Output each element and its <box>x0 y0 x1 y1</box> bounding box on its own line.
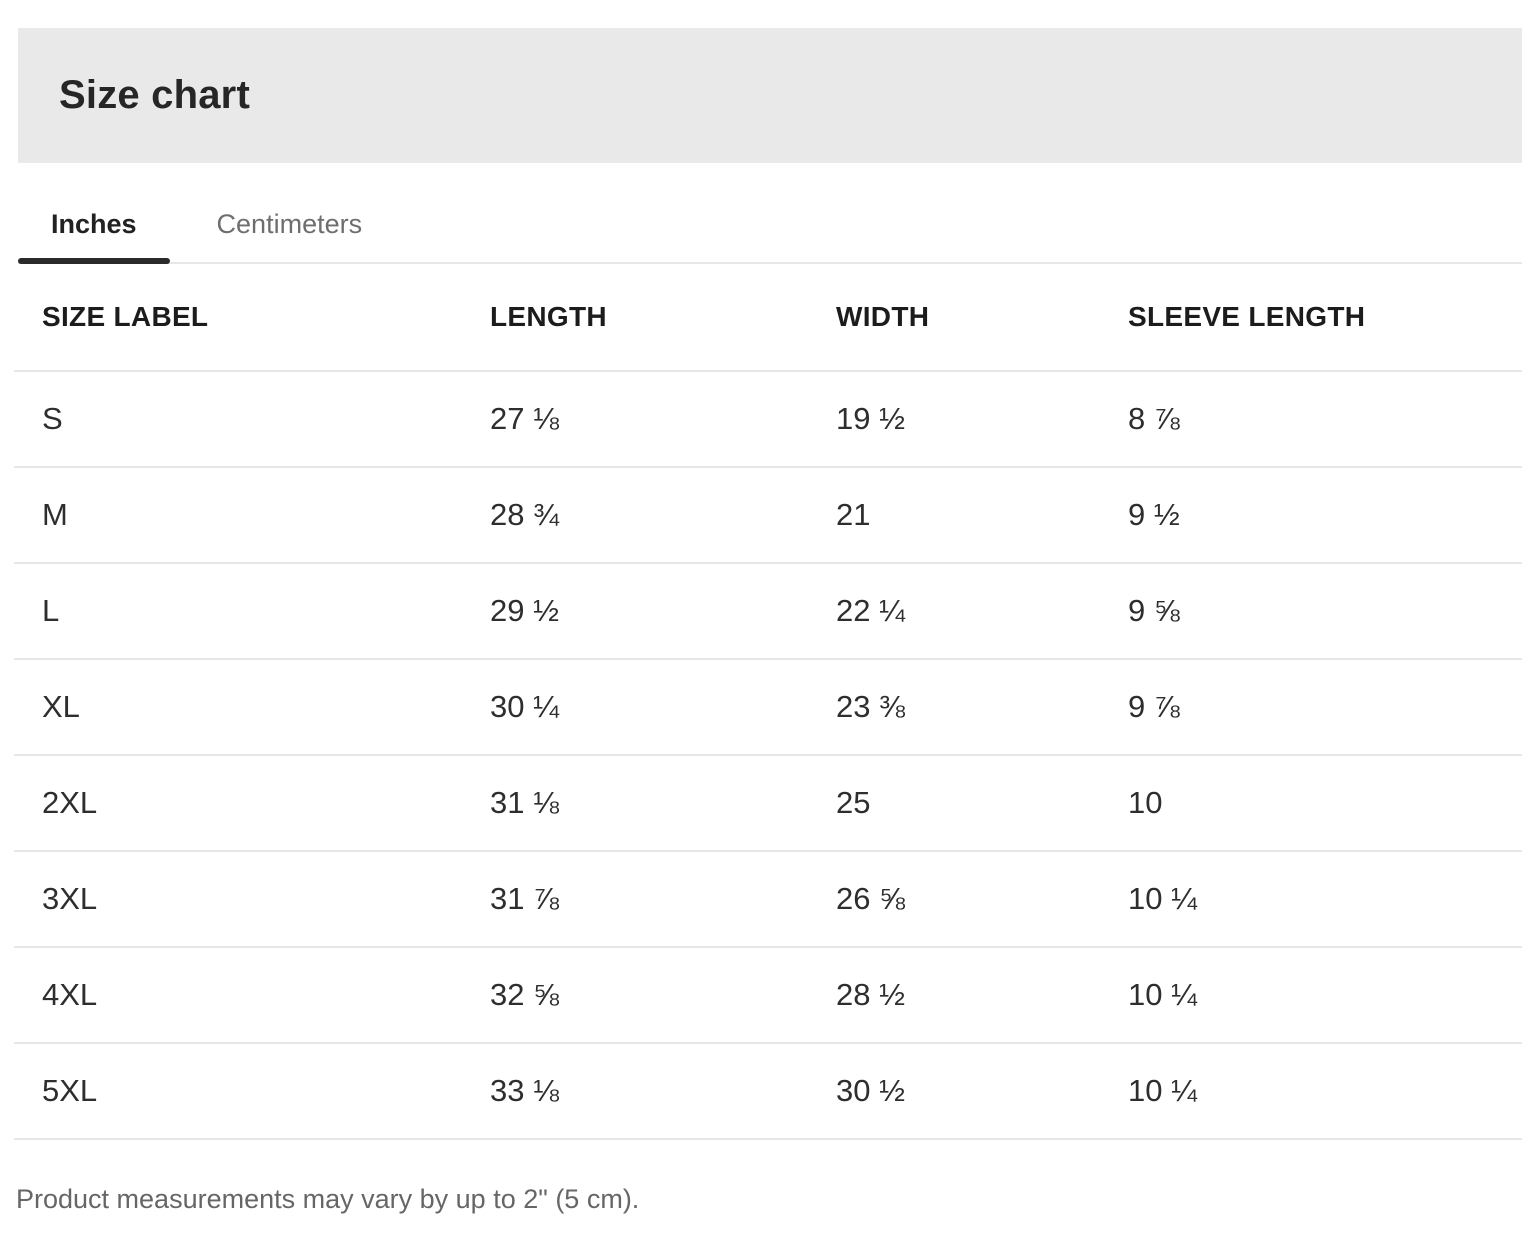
table-header-row: SIZE LABEL LENGTH WIDTH SLEEVE LENGTH <box>14 264 1522 371</box>
table-row: 2XL 31 ⅛ 25 10 <box>14 754 1522 851</box>
length-cell: 31 ⅛ <box>462 754 808 851</box>
sleeve-length-cell: 10 ¼ <box>1100 946 1522 1043</box>
size-label-cell: 4XL <box>14 946 462 1043</box>
sleeve-length-cell: 9 ⅝ <box>1100 562 1522 659</box>
column-header-size-label: SIZE LABEL <box>42 301 209 332</box>
table-row: 5XL 33 ⅛ 30 ½ 10 ¼ <box>14 1042 1522 1140</box>
measurement-disclaimer: Product measurements may vary by up to 2… <box>16 1184 640 1214</box>
table-row: S 27 ⅛ 19 ½ 8 ⅞ <box>14 370 1522 467</box>
width-cell: 22 ¼ <box>808 562 1100 659</box>
length-cell: 30 ¼ <box>462 658 808 755</box>
sleeve-length-cell: 10 ¼ <box>1100 850 1522 947</box>
table-row: M 28 ¾ 21 9 ½ <box>14 466 1522 563</box>
table-row: XL 30 ¼ 23 ⅜ 9 ⅞ <box>14 658 1522 755</box>
sleeve-length-cell: 10 ¼ <box>1100 1042 1522 1140</box>
unit-tabs: Inches Centimeters <box>18 197 1522 264</box>
length-cell: 31 ⅞ <box>462 850 808 947</box>
size-chart-header: Size chart <box>18 28 1522 163</box>
size-label-cell: XL <box>14 658 462 755</box>
table-row: 3XL 31 ⅞ 26 ⅝ 10 ¼ <box>14 850 1522 947</box>
size-label-cell: 3XL <box>14 850 462 947</box>
size-chart-table: SIZE LABEL LENGTH WIDTH SLEEVE LENGTH S … <box>14 264 1522 1140</box>
page-title: Size chart <box>59 73 250 117</box>
length-cell: 33 ⅛ <box>462 1042 808 1140</box>
tab-inches[interactable]: Inches <box>18 197 170 264</box>
width-cell: 26 ⅝ <box>808 850 1100 947</box>
column-header-sleeve-length: SLEEVE LENGTH <box>1128 301 1366 332</box>
length-cell: 28 ¾ <box>462 466 808 563</box>
length-cell: 32 ⅝ <box>462 946 808 1043</box>
size-label-cell: L <box>14 562 462 659</box>
length-cell: 27 ⅛ <box>462 370 808 467</box>
table-row: 4XL 32 ⅝ 28 ½ 10 ¼ <box>14 946 1522 1043</box>
sleeve-length-cell: 10 <box>1100 754 1522 851</box>
width-cell: 19 ½ <box>808 370 1100 467</box>
size-label-cell: S <box>14 370 462 467</box>
size-label-cell: 2XL <box>14 754 462 851</box>
column-header-width: WIDTH <box>836 301 930 332</box>
width-cell: 23 ⅜ <box>808 658 1100 755</box>
sleeve-length-cell: 9 ½ <box>1100 466 1522 563</box>
sleeve-length-cell: 9 ⅞ <box>1100 658 1522 755</box>
table-row: L 29 ½ 22 ¼ 9 ⅝ <box>14 562 1522 659</box>
width-cell: 28 ½ <box>808 946 1100 1043</box>
width-cell: 25 <box>808 754 1100 851</box>
width-cell: 21 <box>808 466 1100 563</box>
sleeve-length-cell: 8 ⅞ <box>1100 370 1522 467</box>
column-header-length: LENGTH <box>490 301 607 332</box>
tab-centimeters[interactable]: Centimeters <box>216 209 363 239</box>
length-cell: 29 ½ <box>462 562 808 659</box>
size-label-cell: 5XL <box>14 1042 462 1140</box>
size-label-cell: M <box>14 466 462 563</box>
width-cell: 30 ½ <box>808 1042 1100 1140</box>
